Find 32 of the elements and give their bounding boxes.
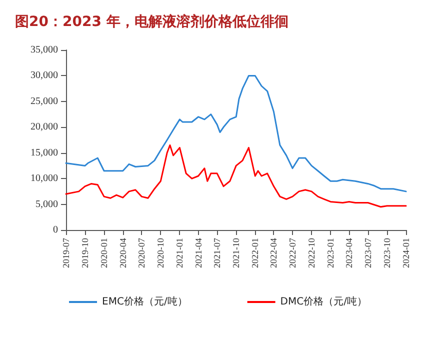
y-tick-label: 25,000 [30,96,58,107]
x-tick-label: 2023-04 [344,238,354,268]
x-tick-label: 2021-04 [193,238,204,268]
chart-title: 图20：2023 年，电解液溶剂价格低位徘徊 [15,13,288,30]
y-tick-label: 10,000 [30,173,58,184]
x-tick-label: 2021-01 [174,238,185,268]
x-tick-label: 2021-07 [212,238,222,268]
x-tick-label: 2023-10 [382,238,392,268]
line-series [65,144,407,208]
line-series [65,74,407,192]
y-tick-label: 15,000 [30,147,58,158]
x-tick-label: 2023-01 [326,238,336,268]
x-tick-label: 2022-04 [268,238,279,268]
y-tick-label: 30,000 [30,70,58,82]
x-tick-label: 2020-10 [156,238,166,268]
legend-label: DMC价格（元/吨） [280,296,367,308]
x-tick-label: 2019-07 [61,238,71,268]
x-tick-label: 2020-07 [136,238,147,268]
x-tick-label: 2022-10 [306,238,317,268]
y-tick-label: 0 [53,224,58,236]
x-tick-label: 2021-10 [231,238,242,268]
x-tick-label: 2020-04 [118,238,128,268]
x-tick-label: 2023-07 [362,238,373,268]
x-tick-label: 2019-10 [80,238,90,268]
legend-label: EMC价格（元/吨） [102,296,188,308]
y-tick-label: 5,000 [36,198,58,210]
x-tick-label: 2024-01 [401,238,411,268]
y-tick-label: 35,000 [30,44,58,56]
x-tick-label: 2022-07 [288,238,298,268]
x-tick-label: 2020-01 [99,238,110,268]
x-tick-label: 2022-01 [250,238,260,268]
y-tick-label: 20,000 [30,122,58,133]
